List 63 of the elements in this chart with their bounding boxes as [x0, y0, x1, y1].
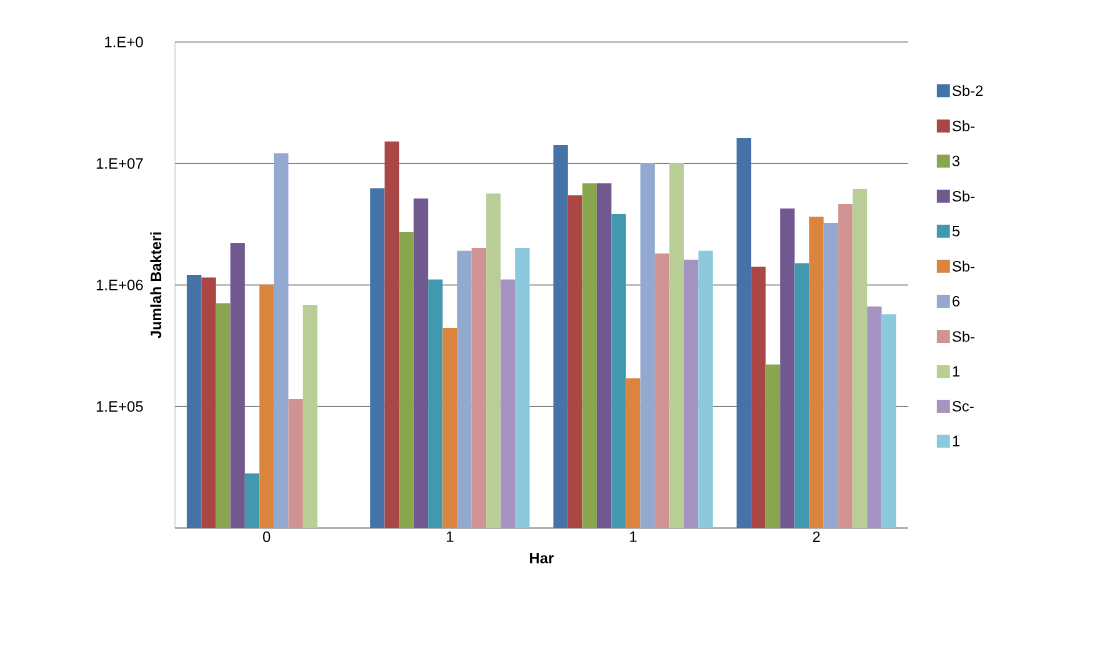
- bar: [640, 162, 655, 528]
- x-tick-label: 1: [630, 531, 637, 542]
- bar: [230, 242, 245, 528]
- legend-label: 1: [952, 435, 960, 447]
- x-tick-label: 2: [812, 531, 820, 542]
- text: 1.E+07: [96, 158, 143, 169]
- bar: [654, 253, 670, 528]
- y-axis-title: Jumlah Bakteri: [150, 232, 162, 339]
- bar: [567, 195, 583, 528]
- bar: [186, 274, 202, 528]
- bar: [823, 223, 839, 528]
- bar: [486, 193, 501, 528]
- bar: [428, 279, 443, 528]
- x-tick-label: 1: [446, 531, 454, 542]
- legend-label: 3: [952, 155, 960, 167]
- bar: [201, 277, 216, 528]
- legend-label: Sb-: [952, 330, 975, 342]
- bar: [399, 231, 414, 528]
- bar: [809, 216, 824, 528]
- legend-label: Sb-: [952, 260, 975, 272]
- legend-label: Sb-: [952, 190, 975, 202]
- text: 1.E+0: [105, 36, 143, 48]
- bar: [780, 208, 795, 528]
- bar: [273, 153, 289, 528]
- text: 1.E+06: [96, 279, 143, 291]
- bar: [765, 364, 781, 528]
- bar: [259, 284, 274, 528]
- bar: [288, 398, 303, 528]
- x-tick-label: 0: [263, 531, 271, 543]
- legend-label: Sc-: [952, 400, 974, 412]
- bar: [625, 378, 641, 528]
- legend-label: Sb-: [952, 120, 975, 132]
- bar: [881, 314, 897, 528]
- bar: [611, 214, 626, 528]
- bar: [867, 306, 882, 528]
- bar: [384, 141, 400, 528]
- bar: [596, 183, 612, 528]
- bar: [471, 247, 487, 528]
- bar: [736, 137, 752, 528]
- bar: [838, 203, 853, 528]
- legend-label: 1: [952, 366, 960, 377]
- bar: [457, 250, 472, 528]
- bar: [215, 303, 231, 528]
- bar: [302, 304, 318, 528]
- bar: [582, 183, 597, 528]
- bar: [698, 250, 713, 528]
- bar: [370, 188, 385, 528]
- bar: [515, 247, 530, 528]
- legend-label: 5: [952, 225, 960, 237]
- bar: [852, 189, 868, 528]
- bar: [244, 473, 260, 528]
- bar: [553, 145, 568, 528]
- bar: [669, 162, 684, 528]
- legend-label: Sb-2: [952, 85, 983, 97]
- x-axis-title: Har: [530, 552, 554, 564]
- bar: [413, 198, 429, 528]
- bar: [442, 327, 458, 528]
- bar: [500, 279, 516, 528]
- bar: [683, 259, 699, 528]
- text: 1.E+05: [96, 401, 143, 412]
- legend-label: 6: [952, 295, 960, 307]
- bar: [794, 263, 810, 528]
- bar: [751, 266, 766, 528]
